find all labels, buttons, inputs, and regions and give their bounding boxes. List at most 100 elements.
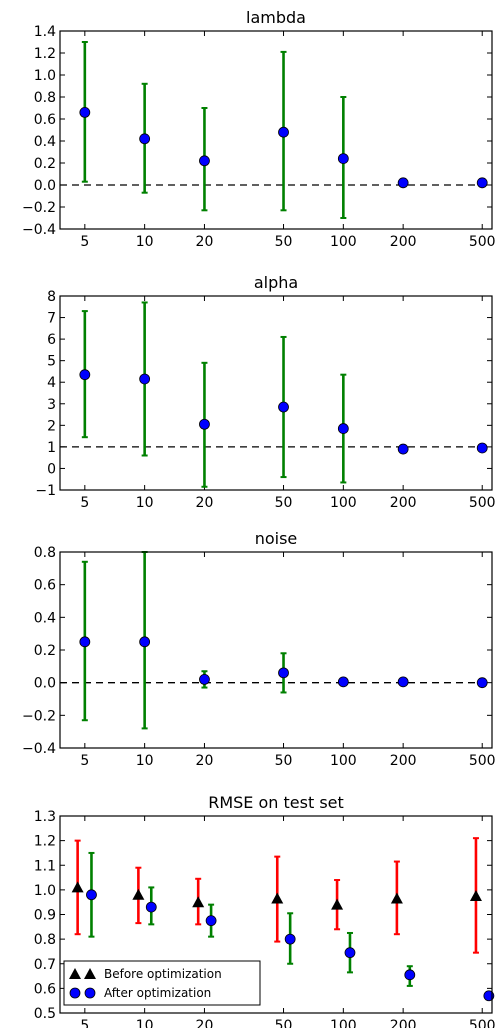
x-tick-label: 50	[275, 1018, 293, 1028]
x-tick-label: 500	[469, 1018, 496, 1028]
y-tick-label: 4	[47, 375, 56, 391]
y-tick-label: 7	[47, 311, 56, 327]
data-point-circle	[205, 915, 217, 927]
x-tick-label: 10	[136, 1018, 154, 1028]
y-tick-label: 0.4	[34, 610, 56, 626]
data-point-circle	[476, 177, 488, 189]
y-tick-label: 0	[47, 461, 56, 477]
axes-frame	[59, 551, 493, 749]
data-point-circle	[199, 155, 210, 167]
chart-panel-1: lambda −0.4 −0.2 0.0 0.2 0.4 0.6 0.8 1.0 1.2 1.4 5 1…	[22, 8, 496, 250]
data-point-triangle	[71, 881, 84, 893]
y-tick-label: 0.5	[34, 1006, 56, 1022]
data-point-circle	[139, 373, 151, 385]
y-tick-label: 0.8	[34, 932, 56, 948]
chart-panel-3: noise −0.4 −0.2 0.0 0.2 0.4 0.6 0.8 5 10 20 50 100 20…	[22, 529, 496, 769]
x-tick-label: 10	[136, 495, 154, 511]
x-tick-label: 100	[330, 495, 357, 511]
data-point-circle	[79, 107, 91, 118]
x-tick-label: 200	[390, 495, 417, 511]
x-tick-label: 20	[196, 1018, 214, 1028]
data-point-circle	[278, 401, 289, 413]
x-tick-label: 50	[275, 234, 293, 250]
data-point-circle	[284, 933, 296, 945]
chart-title: RMSE on test set	[208, 793, 344, 812]
data-point-circle	[483, 990, 495, 1002]
y-tick-label: 0.4	[34, 134, 56, 150]
x-tick-label: 200	[390, 753, 417, 769]
chart-title: alpha	[254, 273, 298, 292]
data-point-circle	[139, 636, 151, 648]
axes-frame	[59, 815, 493, 1014]
data-point-triangle	[390, 892, 403, 904]
chart-panel-4: RMSE on test set 0.5 0.6 0.7 0.8 0.9 1.0 1.1 1.2…	[34, 793, 496, 1028]
y-tick-label: 0.6	[34, 112, 56, 128]
data-point-circle	[199, 418, 210, 430]
y-tick-label: 0.8	[34, 90, 56, 106]
data-point-circle	[79, 369, 91, 381]
x-tick-label: 50	[275, 495, 293, 511]
data-point-triangle	[132, 888, 145, 900]
data-point-circle	[337, 153, 349, 165]
legend-marker-circle	[69, 987, 81, 999]
data-point-circle	[86, 889, 97, 901]
x-tick-label: 100	[330, 1018, 357, 1028]
x-tick-label: 5	[80, 753, 89, 769]
y-tick-label: 5	[47, 354, 56, 370]
x-tick-label: 5	[80, 495, 89, 511]
y-tick-label: 0.2	[34, 643, 56, 659]
data-point-circle	[476, 442, 488, 454]
axes-frame	[59, 30, 493, 230]
x-tick-label: 100	[330, 234, 357, 250]
x-tick-label: 500	[469, 234, 496, 250]
y-tick-label: 1.1	[34, 858, 56, 874]
y-tick-label: 1.0	[34, 883, 56, 899]
axes-frame	[59, 295, 493, 491]
y-tick-label: 8	[47, 289, 56, 305]
chart-title: lambda	[246, 8, 306, 27]
x-tick-label: 500	[469, 495, 496, 511]
y-tick-label: 0.2	[34, 156, 56, 172]
data-point-circle	[404, 969, 416, 981]
y-tick-label: 0.0	[34, 676, 56, 692]
y-tick-label: −0.4	[22, 741, 56, 757]
x-tick-label: 10	[136, 753, 154, 769]
x-tick-label: 10	[136, 234, 154, 250]
chart-title: noise	[255, 529, 298, 548]
data-point-circle	[397, 177, 409, 189]
y-tick-label: 1.2	[34, 834, 56, 850]
x-tick-label: 500	[469, 753, 496, 769]
data-point-circle	[139, 133, 151, 145]
legend-label: After optimization	[104, 986, 211, 1000]
data-point-circle	[278, 126, 289, 138]
y-tick-label: 1.2	[34, 46, 56, 62]
data-point-circle	[397, 443, 409, 455]
data-point-circle	[337, 676, 349, 688]
legend-box	[63, 960, 261, 1006]
y-tick-label: 6	[47, 332, 56, 348]
x-tick-label: 50	[275, 753, 293, 769]
data-point-circle	[397, 676, 409, 688]
data-point-circle	[344, 947, 356, 959]
x-tick-label: 20	[196, 234, 214, 250]
data-point-triangle	[469, 890, 482, 902]
legend-marker-circle	[84, 987, 96, 999]
data-point-circle	[278, 667, 289, 679]
y-tick-label: 1.0	[34, 68, 56, 84]
x-tick-label: 100	[330, 753, 357, 769]
legend-marker-triangle	[84, 968, 96, 979]
data-point-triangle	[271, 892, 284, 904]
x-tick-label: 5	[80, 1018, 89, 1028]
data-point-circle	[145, 901, 157, 913]
data-point-circle	[79, 636, 91, 648]
y-tick-label: 0.8	[34, 545, 56, 561]
y-tick-label: 1.4	[34, 24, 56, 40]
y-tick-label: −1	[35, 483, 56, 499]
y-tick-label: 0.6	[34, 981, 56, 997]
legend-label: Before optimization	[104, 967, 222, 981]
y-tick-label: −0.2	[22, 708, 56, 724]
legend: Before optimization After optimization	[63, 960, 261, 1006]
chart-panel-2: alpha −1 0 1 2 3 4 5 6 7 8 5 10 20 50 100 200 500	[35, 273, 495, 511]
x-tick-label: 200	[390, 234, 417, 250]
